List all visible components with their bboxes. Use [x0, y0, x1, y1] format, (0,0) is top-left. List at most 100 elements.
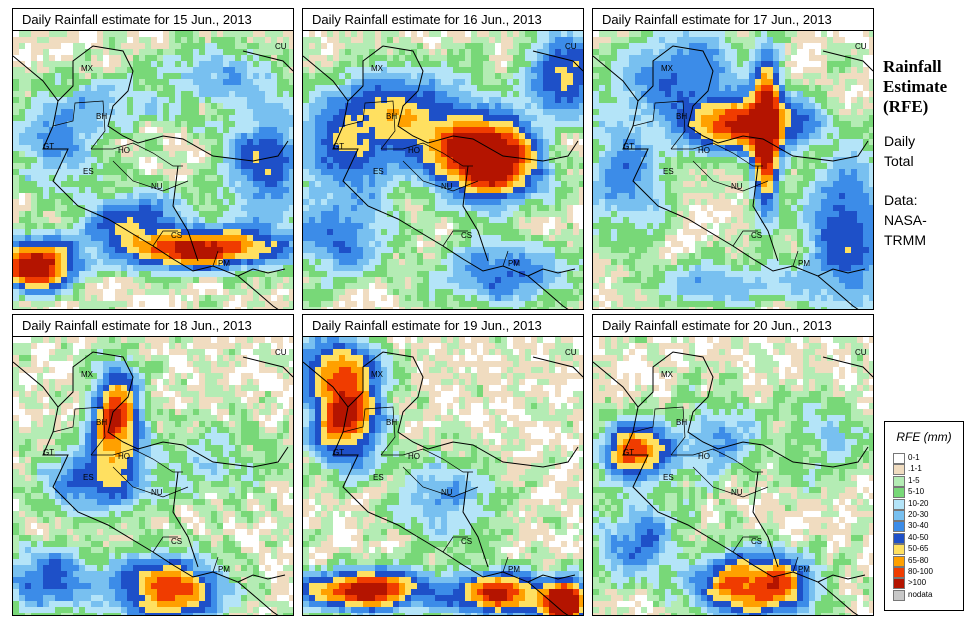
rain-cell [73, 211, 79, 217]
rain-cell [767, 55, 773, 61]
rain-cell [833, 55, 839, 61]
rain-cell [537, 31, 543, 37]
rain-cell [561, 307, 567, 309]
rain-cell [121, 301, 127, 307]
rain-cell [797, 31, 803, 37]
rain-cell [417, 223, 423, 229]
rain-cell [629, 55, 635, 61]
rain-cell [103, 211, 109, 217]
rain-cell [309, 169, 315, 175]
rain-cell [447, 43, 453, 49]
rain-cell [525, 247, 531, 253]
rain-cell [223, 301, 229, 307]
rain-cell [103, 253, 109, 259]
rain-cell [435, 85, 441, 91]
rain-cell [429, 169, 435, 175]
rain-cell [277, 271, 283, 277]
rain-cell [339, 229, 345, 235]
rain-cell [483, 157, 489, 163]
rain-cell [713, 109, 719, 115]
rain-cell [617, 91, 623, 97]
rain-cell [55, 145, 61, 151]
rain-cell [507, 253, 513, 259]
rain-cell [555, 289, 561, 295]
rain-cell [513, 169, 519, 175]
rain-cell [495, 97, 501, 103]
rain-cell [223, 133, 229, 139]
rain-cell [489, 271, 495, 277]
rain-cell [611, 55, 617, 61]
rain-cell [707, 55, 713, 61]
rain-cell [79, 67, 85, 73]
rain-cell [393, 37, 399, 43]
rain-cell [145, 187, 151, 193]
rain-cell [459, 211, 465, 217]
rain-cell [701, 79, 707, 85]
rain-cell [13, 67, 19, 73]
rain-cell [91, 139, 97, 145]
rain-cell [271, 163, 277, 169]
rain-cell [303, 163, 309, 169]
rain-cell [271, 301, 277, 307]
rain-cell [303, 79, 309, 85]
rain-cell [755, 97, 761, 103]
rain-cell [271, 169, 277, 175]
rain-cell [429, 175, 435, 181]
rain-cell [333, 301, 339, 307]
rain-cell [73, 175, 79, 181]
rain-cell [181, 283, 187, 289]
rain-cell [761, 49, 767, 55]
rain-cell [157, 73, 163, 79]
rain-cell [13, 37, 19, 43]
rain-cell [79, 55, 85, 61]
rain-cell [459, 79, 465, 85]
rain-cell [345, 157, 351, 163]
rain-cell [357, 43, 363, 49]
rain-cell [531, 241, 537, 247]
rain-cell [423, 181, 429, 187]
rain-cell [13, 91, 19, 97]
rain-cell [719, 67, 725, 73]
rain-cell [19, 151, 25, 157]
rain-cell [869, 31, 873, 37]
rain-cell [187, 241, 193, 247]
rain-cell [31, 217, 37, 223]
rain-cell [31, 307, 37, 309]
rain-cell [513, 283, 519, 289]
rain-cell [387, 157, 393, 163]
rain-cell [653, 121, 659, 127]
rain-cell [67, 199, 73, 205]
rain-cell [435, 211, 441, 217]
rain-cell [223, 49, 229, 55]
rain-cell [259, 85, 265, 91]
rain-cell [91, 289, 97, 295]
rain-cell [241, 37, 247, 43]
rain-cell [181, 193, 187, 199]
rain-cell [235, 271, 241, 277]
rain-cell [537, 127, 543, 133]
rain-cell [531, 205, 537, 211]
rain-cell [629, 61, 635, 67]
rain-cell [49, 139, 55, 145]
rain-cell [85, 307, 91, 309]
rain-cell [145, 247, 151, 253]
rain-cell [519, 235, 525, 241]
rain-cell [49, 223, 55, 229]
rain-cell [821, 85, 827, 91]
rain-cell [357, 97, 363, 103]
rain-cell [321, 241, 327, 247]
rain-cell [375, 307, 381, 309]
rain-cell [37, 223, 43, 229]
rain-cell [381, 247, 387, 253]
rain-cell [447, 265, 453, 271]
rain-cell [489, 103, 495, 109]
rain-cell [381, 199, 387, 205]
rain-cell [561, 277, 567, 283]
rain-cell [417, 253, 423, 259]
rain-cell [193, 301, 199, 307]
rain-cell [417, 187, 423, 193]
rain-cell [393, 61, 399, 67]
rain-cell [133, 229, 139, 235]
rain-cell [561, 283, 567, 289]
rain-cell [73, 163, 79, 169]
